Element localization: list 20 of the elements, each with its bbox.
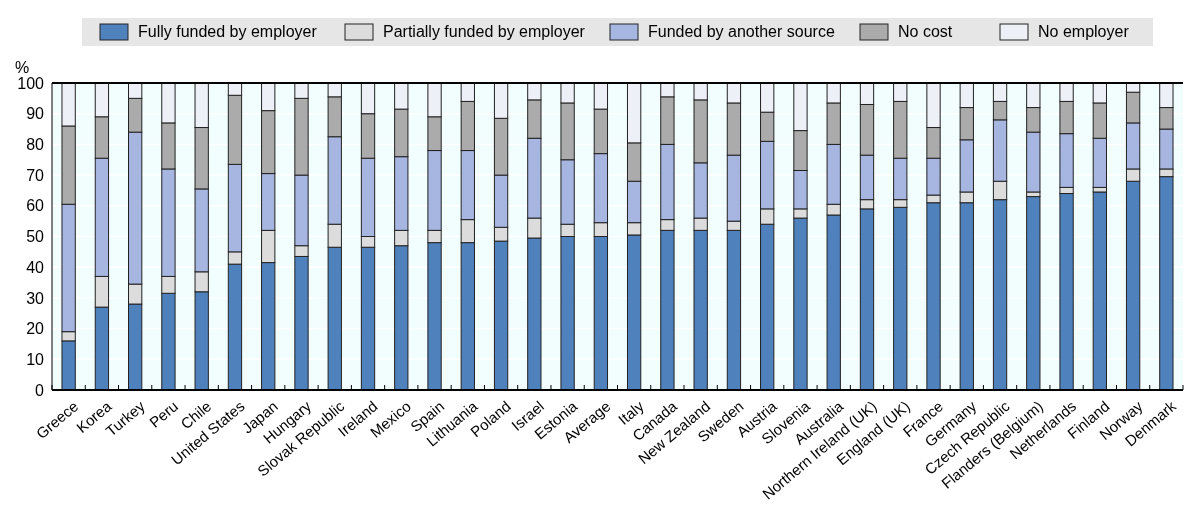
y-tick-label: 20 bbox=[26, 320, 45, 338]
y-tick-label: 30 bbox=[26, 289, 45, 307]
legend-label: Partially funded by employer bbox=[383, 23, 586, 40]
legend-label: Fully funded by employer bbox=[138, 23, 318, 40]
y-tick-label: 100 bbox=[17, 74, 45, 92]
x-tick-label: Peru bbox=[145, 397, 182, 431]
bar bbox=[1026, 196, 1041, 391]
y-tick-label: 50 bbox=[26, 228, 45, 246]
y-tick-label: 90 bbox=[26, 105, 45, 123]
y-tick-label: 0 bbox=[35, 381, 45, 399]
y-tick-label: 60 bbox=[26, 197, 45, 215]
y-tick-label: 80 bbox=[26, 136, 45, 153]
y-tick-label: 10 bbox=[26, 350, 45, 368]
y-axis-title: % bbox=[14, 59, 30, 76]
legend-label: Funded by another source bbox=[648, 23, 835, 40]
legend-label: No employer bbox=[1038, 23, 1130, 40]
legend-label: No cost bbox=[898, 23, 953, 40]
y-tick-label: 40 bbox=[26, 258, 45, 276]
y-tick-label: 70 bbox=[26, 166, 45, 184]
bar bbox=[1092, 191, 1107, 391]
